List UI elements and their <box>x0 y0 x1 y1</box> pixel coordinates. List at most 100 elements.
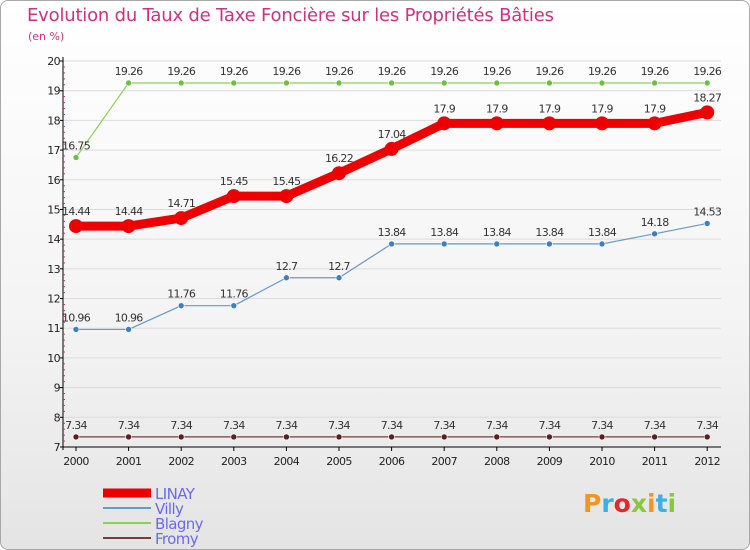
data-point-fromy <box>546 433 553 441</box>
x-tick-label: 2009 <box>537 455 563 468</box>
data-point-blagny <box>598 79 606 87</box>
data-point-blagny <box>651 79 658 87</box>
data-label-villy: 12.7 <box>328 260 350 273</box>
data-point-fromy <box>230 433 238 441</box>
data-label-blagny: 19.26 <box>483 65 512 78</box>
proxiti-logo: Proxiti <box>583 489 676 518</box>
x-tick-label: 2012 <box>694 455 720 468</box>
data-label-fromy: 7.34 <box>696 419 718 432</box>
data-label-blagny: 19.26 <box>693 65 722 78</box>
data-label-linay: 18.27 <box>693 91 722 104</box>
logo-letter: t <box>655 489 668 518</box>
x-tick-label: 2006 <box>379 455 405 468</box>
x-tick-label: 2003 <box>221 455 247 468</box>
data-label-fromy: 7.34 <box>328 419 350 432</box>
logo-letter: i <box>667 489 677 518</box>
data-label-linay: 17.9 <box>644 102 666 115</box>
data-label-fromy: 7.34 <box>591 419 613 432</box>
data-point-linay <box>332 166 346 181</box>
legend-label-fromy: Fromy <box>155 530 199 548</box>
y-tick-label: 18 <box>47 114 60 127</box>
data-label-linay: 17.9 <box>539 102 561 115</box>
y-tick-label: 20 <box>47 55 60 68</box>
data-label-villy: 13.84 <box>430 226 459 239</box>
data-point-fromy <box>703 433 711 441</box>
data-label-villy: 13.84 <box>483 226 512 239</box>
data-label-blagny: 19.26 <box>535 65 564 78</box>
logo-letter: o <box>613 489 631 518</box>
data-label-villy: 11.76 <box>167 288 196 301</box>
x-tick-label: 2010 <box>589 455 615 468</box>
data-label-blagny: 19.26 <box>272 65 301 78</box>
data-point-villy <box>440 240 448 248</box>
x-tick-label: 2011 <box>642 455 668 468</box>
data-point-linay <box>437 116 452 131</box>
data-point-fromy <box>177 433 185 441</box>
x-tick-label: 2001 <box>116 455 142 468</box>
data-label-villy: 12.7 <box>276 260 298 273</box>
data-point-fromy <box>283 433 290 441</box>
x-tick-label: 2008 <box>484 455 510 468</box>
y-tick-label: 7 <box>54 441 61 454</box>
logo-letter: i <box>647 489 656 518</box>
data-point-villy <box>230 302 238 309</box>
data-point-blagny <box>177 79 185 87</box>
data-label-blagny: 19.26 <box>115 65 144 78</box>
data-point-linay <box>700 105 715 120</box>
data-label-fromy: 7.34 <box>381 419 403 432</box>
data-point-blagny <box>125 79 132 87</box>
data-label-blagny: 19.26 <box>220 65 249 78</box>
data-point-villy <box>703 220 711 227</box>
data-label-blagny: 19.26 <box>325 65 354 78</box>
data-point-villy <box>651 230 658 238</box>
data-point-blagny <box>440 79 448 87</box>
data-label-blagny: 19.26 <box>641 65 670 78</box>
x-tick-label: 2002 <box>168 455 194 468</box>
data-label-blagny: 19.26 <box>378 65 407 78</box>
data-point-villy <box>388 240 395 248</box>
data-label-fromy: 7.34 <box>433 419 455 432</box>
logo-letter: r <box>601 489 614 518</box>
data-point-fromy <box>651 433 658 441</box>
logo-letter: x <box>630 489 647 518</box>
data-point-linay <box>69 219 83 234</box>
data-point-blagny <box>703 79 711 87</box>
data-point-villy <box>125 326 132 333</box>
data-label-fromy: 7.34 <box>223 419 245 432</box>
data-point-linay <box>595 116 609 131</box>
data-point-linay <box>489 116 504 131</box>
legend-label-blagny: Blagny <box>155 515 204 533</box>
data-point-villy <box>493 240 501 248</box>
data-point-linay <box>384 141 399 156</box>
data-point-linay <box>279 189 294 204</box>
data-label-fromy: 7.34 <box>486 419 508 432</box>
data-label-fromy: 7.34 <box>276 419 298 432</box>
y-tick-label: 17 <box>47 144 60 157</box>
y-tick-label: 8 <box>54 411 61 424</box>
data-point-villy <box>546 240 553 248</box>
data-label-villy: 10.96 <box>62 311 91 324</box>
data-label-fromy: 7.34 <box>539 419 561 432</box>
unit-label: (en %) <box>28 30 65 43</box>
data-label-linay: 15.45 <box>272 175 301 188</box>
data-point-blagny <box>546 79 553 87</box>
data-point-linay <box>174 211 189 226</box>
data-label-blagny: 19.26 <box>430 65 459 78</box>
data-label-linay: 17.9 <box>433 102 455 115</box>
data-point-blagny <box>72 154 80 161</box>
data-label-linay: 17.04 <box>378 128 407 141</box>
data-label-linay: 17.9 <box>486 102 508 115</box>
data-label-blagny: 19.26 <box>588 65 617 78</box>
data-point-blagny <box>493 79 501 87</box>
data-label-linay: 16.22 <box>325 152 353 165</box>
y-tick-label: 14 <box>47 233 60 246</box>
x-tick-label: 2007 <box>431 455 457 468</box>
data-label-linay: 14.44 <box>115 205 144 218</box>
data-point-villy <box>177 302 185 309</box>
y-tick-label: 16 <box>47 174 60 187</box>
data-point-linay <box>542 116 557 131</box>
data-label-villy: 14.18 <box>641 216 670 229</box>
data-point-blagny <box>230 79 238 87</box>
